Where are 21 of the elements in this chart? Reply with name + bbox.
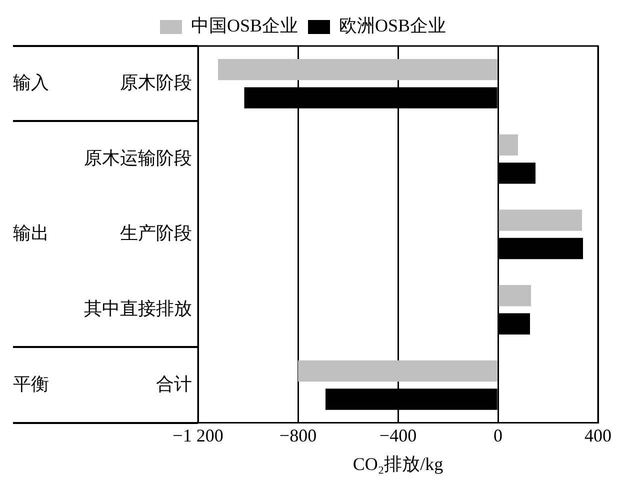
text: 输出 [13, 223, 49, 244]
text: 输入 [13, 72, 49, 92]
bar [218, 58, 498, 80]
x-tick-label: −1 200 [172, 425, 224, 446]
x-tick-label: −800 [279, 425, 317, 446]
y-tick-label: 原木运输阶段 [84, 148, 192, 168]
x-axis-title: CO₂排放/kg [352, 454, 444, 474]
y-tick-label: 原木阶段 [120, 72, 192, 92]
legend-label: 中国OSB企业 [190, 16, 298, 36]
y-tick-label: 生产阶段 [120, 223, 192, 244]
bar [498, 210, 582, 231]
x-tick-label: 0 [494, 425, 502, 446]
text: 平衡 [13, 374, 49, 394]
bar [498, 134, 518, 156]
x-tick-label: 400 [584, 425, 612, 446]
y-tick-label: 其中直接排放 [84, 298, 192, 318]
y-tick-label: 合计 [156, 374, 192, 394]
bar [498, 285, 531, 306]
x-tick-label: −400 [379, 425, 417, 446]
bar [298, 360, 498, 382]
legend-label: 欧洲OSB企业 [339, 16, 446, 36]
